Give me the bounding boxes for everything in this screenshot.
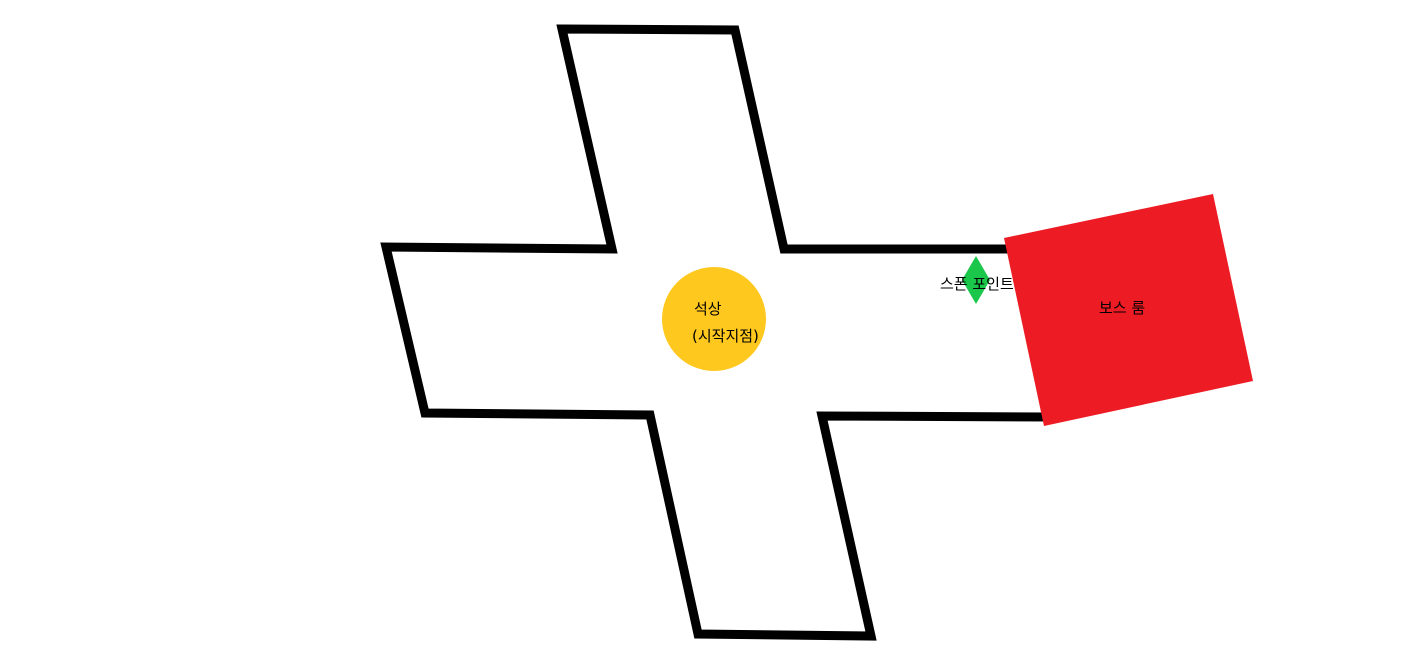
boss-room-label: 보스 룸 — [1099, 299, 1145, 317]
statue-label-line2: (시작지점) — [692, 327, 759, 345]
statue-label-line1: 석상 — [694, 300, 722, 318]
boss-room — [1004, 194, 1253, 426]
spawn-point-marker — [962, 256, 990, 304]
statue-start-point — [662, 267, 766, 371]
spawn-point-label: 스폰 포인트 — [940, 275, 1014, 293]
